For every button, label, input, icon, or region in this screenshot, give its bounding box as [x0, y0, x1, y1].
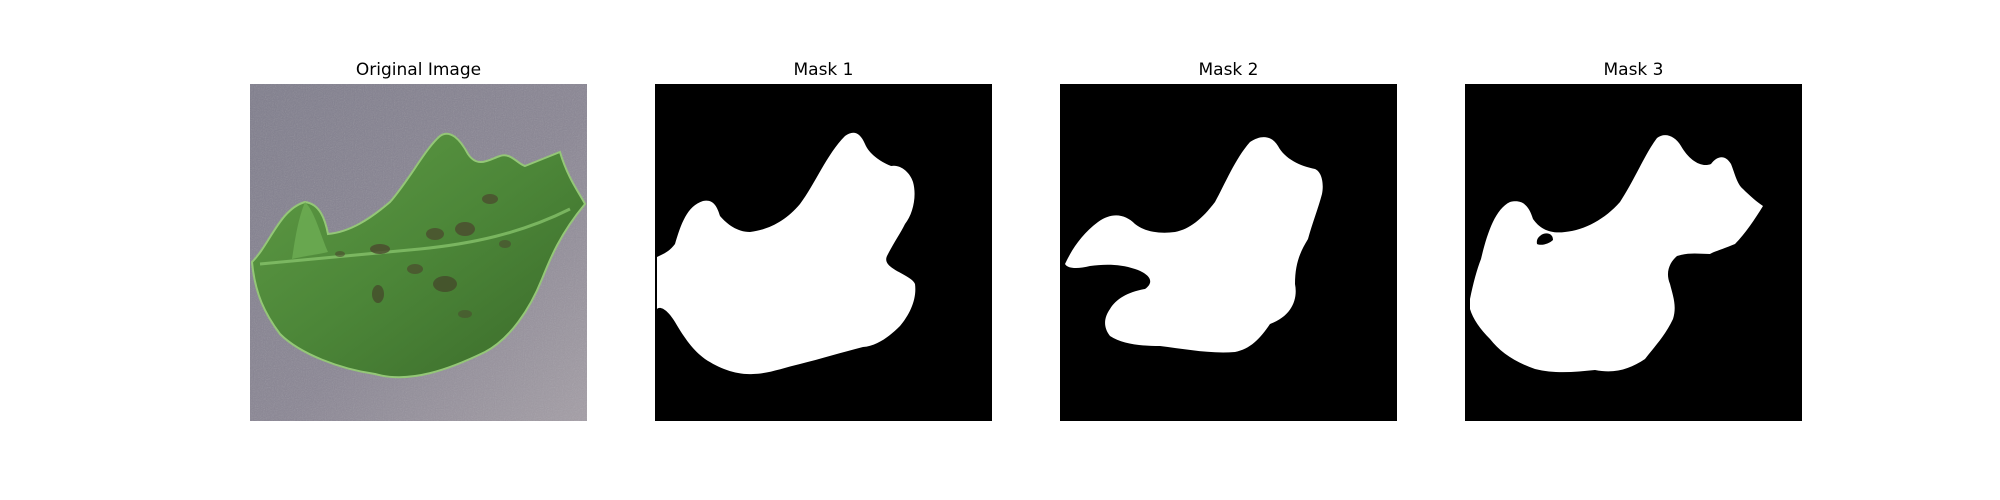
- lesion-spot: [433, 276, 457, 292]
- mask-2-image: [1060, 84, 1397, 421]
- panel-title: Mask 1: [793, 60, 854, 80]
- lesion-spot: [458, 310, 472, 318]
- lesion-spot: [335, 251, 345, 257]
- mask-region: [657, 132, 916, 375]
- leaf-curl: [292, 202, 328, 259]
- mask-hole: [1536, 233, 1553, 245]
- mask-noise: [1256, 302, 1268, 312]
- leaf-fold: [259, 207, 571, 266]
- panel-title: Mask 3: [1603, 60, 1664, 80]
- mask-1-image: [655, 84, 992, 421]
- lesion-spot: [482, 194, 498, 204]
- mask-region: [1065, 137, 1323, 353]
- lesion-spot: [407, 264, 423, 274]
- original-leaf-photo: [250, 84, 587, 421]
- lesion-spot: [455, 222, 475, 236]
- panel-title: Original Image: [355, 60, 482, 80]
- mask-3-image: [1465, 84, 1802, 421]
- panel-title: Mask 2: [1198, 60, 1259, 80]
- panel-mask-3: Mask 3: [1465, 56, 1802, 421]
- mask-region: [1470, 135, 1763, 373]
- lesion-spot: [370, 244, 390, 254]
- panel-mask-2: Mask 2: [1060, 56, 1397, 421]
- lesion-spot: [372, 285, 384, 303]
- lesion-spot: [499, 240, 511, 248]
- leaf-shape: [250, 132, 587, 379]
- lesion-spot: [426, 228, 444, 240]
- panel-mask-1: Mask 1: [655, 56, 992, 421]
- panel-original-image: Original Image: [250, 56, 587, 421]
